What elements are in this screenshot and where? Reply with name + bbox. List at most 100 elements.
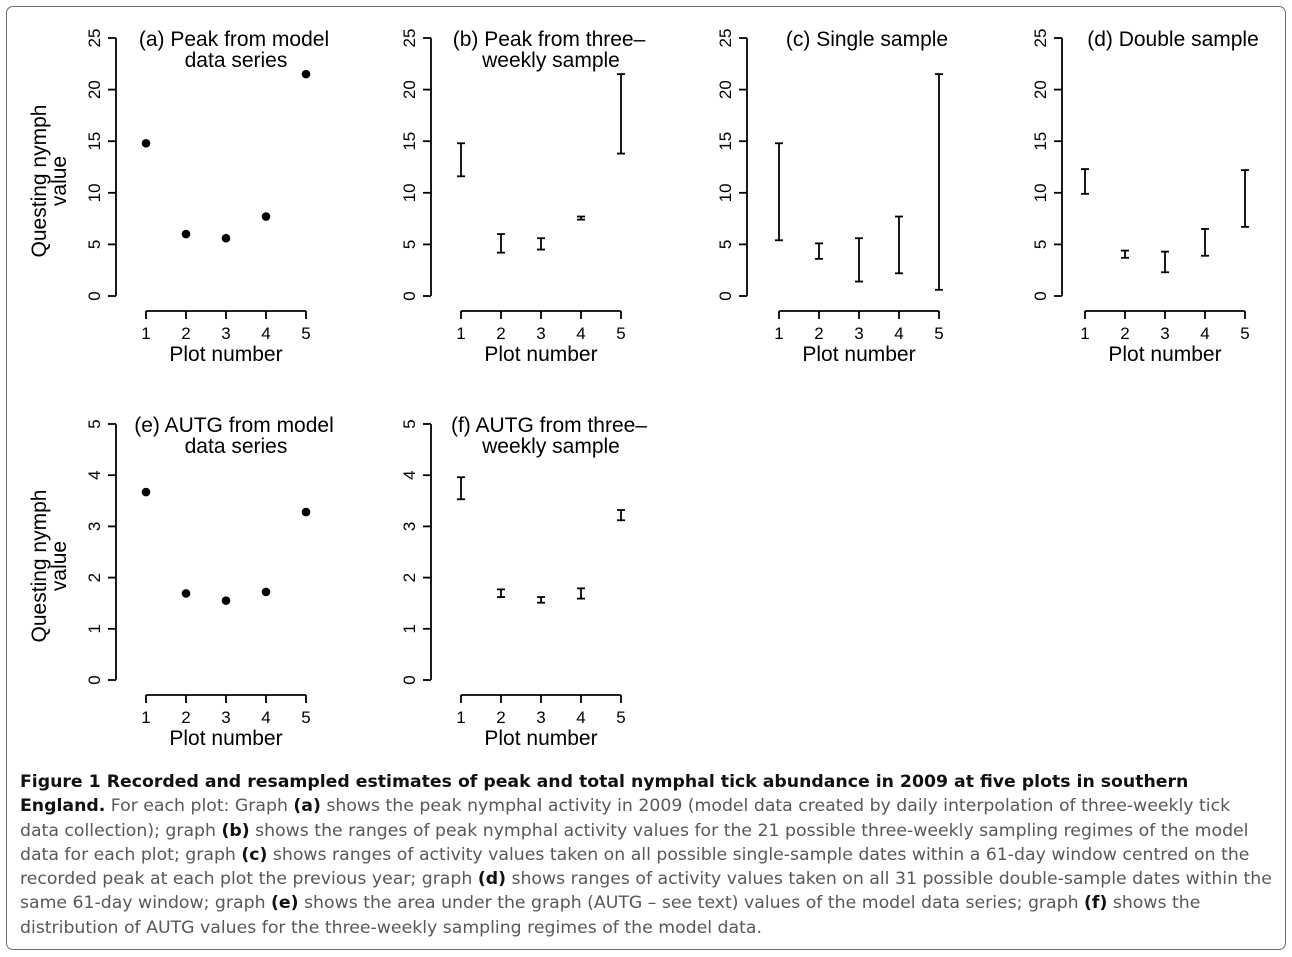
figure-caption: Figure 1 Recorded and resampled estimate… (20, 770, 1272, 940)
x-tick-label: 3 (854, 324, 863, 343)
y-tick-label: 20 (1031, 80, 1050, 99)
data-point (261, 587, 271, 597)
y-tick-label: 15 (85, 132, 104, 151)
y-tick-label: 0 (400, 675, 419, 684)
y-tick-label: 4 (85, 470, 104, 479)
y-tick-label: 5 (85, 240, 104, 249)
x-axis-label: Plot number (484, 727, 597, 750)
y-axis-label: Questing nymph (28, 490, 51, 643)
y-tick-label: 5 (1031, 240, 1050, 249)
caption-ref-d: (d) (477, 869, 506, 890)
x-tick-label: 3 (536, 324, 545, 343)
y-tick-label: 25 (400, 29, 419, 48)
y-tick-label: 0 (400, 291, 419, 300)
y-tick-label: 10 (1031, 183, 1050, 202)
y-axis-label: Questing nymph (28, 105, 51, 258)
x-tick-label: 1 (1080, 324, 1089, 343)
caption-text: shows the distribution of AUTG values fo… (20, 893, 1201, 938)
y-tick-label: 15 (1031, 132, 1050, 151)
caption-text: For each plot: Graph (105, 796, 294, 817)
panel-title: (d) Double sample (1087, 28, 1259, 51)
caption-text: shows the ranges of peak nymphal activit… (20, 820, 1249, 865)
x-tick-label: 4 (1200, 324, 1209, 343)
panel-title-line2: data series (185, 49, 288, 72)
y-tick-label: 10 (400, 183, 419, 202)
panel-title: (c) Single sample (786, 28, 948, 51)
caption-ref-b: (b) (221, 820, 250, 841)
x-tick-label: 2 (814, 324, 823, 343)
caption-ref-e: (e) (271, 893, 299, 914)
x-axis-label: Plot number (169, 343, 282, 366)
caption-text: shows the peak nymphal activity in 2009 … (20, 796, 1231, 841)
data-point (181, 229, 191, 239)
x-axis-label: Plot number (484, 343, 597, 366)
x-tick-label: 1 (456, 708, 465, 727)
x-axis-label: Plot number (1108, 343, 1221, 366)
panel-title: (f) AUTG from three– (451, 414, 647, 437)
caption-ref-a: (a) (293, 796, 321, 817)
x-tick-label: 5 (301, 708, 310, 727)
x-tick-label: 2 (496, 324, 505, 343)
x-tick-label: 4 (576, 324, 585, 343)
caption-title: Figure 1 Recorded and resampled estimate… (20, 772, 1189, 817)
y-tick-label: 10 (716, 183, 735, 202)
x-tick-label: 4 (261, 324, 270, 343)
x-tick-label: 5 (616, 324, 625, 343)
x-tick-label: 5 (616, 708, 625, 727)
y-tick-label: 2 (85, 573, 104, 582)
caption-ref-f: (f) (1084, 893, 1108, 914)
x-tick-label: 3 (536, 708, 545, 727)
y-tick-label: 0 (1031, 291, 1050, 300)
x-tick-label: 2 (1120, 324, 1129, 343)
y-tick-label: 25 (716, 29, 735, 48)
y-tick-label: 20 (716, 80, 735, 99)
y-tick-label: 5 (716, 240, 735, 249)
x-tick-label: 3 (221, 708, 230, 727)
x-tick-label: 1 (141, 324, 150, 343)
panel-title-line2: weekly sample (481, 435, 620, 458)
data-point (301, 507, 311, 517)
x-axis-label: Plot number (169, 727, 282, 750)
x-tick-label: 3 (221, 324, 230, 343)
data-point (141, 138, 151, 148)
y-tick-label: 25 (85, 29, 104, 48)
y-tick-label: 5 (400, 240, 419, 249)
y-tick-label: 5 (85, 419, 104, 428)
y-tick-label: 15 (716, 132, 735, 151)
caption-text: shows ranges of activity values taken on… (20, 844, 1250, 890)
x-tick-label: 5 (934, 324, 943, 343)
y-tick-label: 0 (716, 291, 735, 300)
x-tick-label: 3 (1160, 324, 1169, 343)
y-tick-label: 4 (400, 470, 419, 479)
x-tick-label: 5 (301, 324, 310, 343)
x-tick-label: 2 (496, 708, 505, 727)
panel-title: (b) Peak from three– (453, 28, 646, 51)
y-tick-label: 3 (400, 522, 419, 531)
data-point (221, 596, 231, 605)
x-tick-label: 4 (576, 708, 585, 727)
data-point (141, 487, 151, 497)
x-tick-label: 2 (181, 708, 190, 727)
x-tick-label: 1 (141, 708, 150, 727)
y-tick-label: 2 (400, 573, 419, 582)
panel-title-line2: data series (185, 435, 288, 458)
x-tick-label: 5 (1240, 324, 1249, 343)
data-point (221, 233, 231, 243)
y-tick-label: 25 (1031, 29, 1050, 48)
y-tick-label: 3 (85, 522, 104, 531)
panel-title: (e) AUTG from model (134, 414, 334, 437)
data-point (261, 212, 271, 221)
y-tick-label: 20 (85, 80, 104, 99)
y-tick-label: 5 (400, 419, 419, 428)
y-tick-label: 20 (400, 80, 419, 99)
y-axis-label-line2: value (48, 541, 71, 591)
y-tick-label: 15 (400, 132, 419, 151)
caption-ref-c: (c) (241, 844, 268, 865)
y-tick-label: 0 (85, 675, 104, 684)
x-tick-label: 2 (181, 324, 190, 343)
x-tick-label: 4 (894, 324, 903, 343)
y-tick-label: 10 (85, 183, 104, 202)
y-tick-label: 0 (85, 291, 104, 300)
figure-frame (6, 6, 1286, 950)
